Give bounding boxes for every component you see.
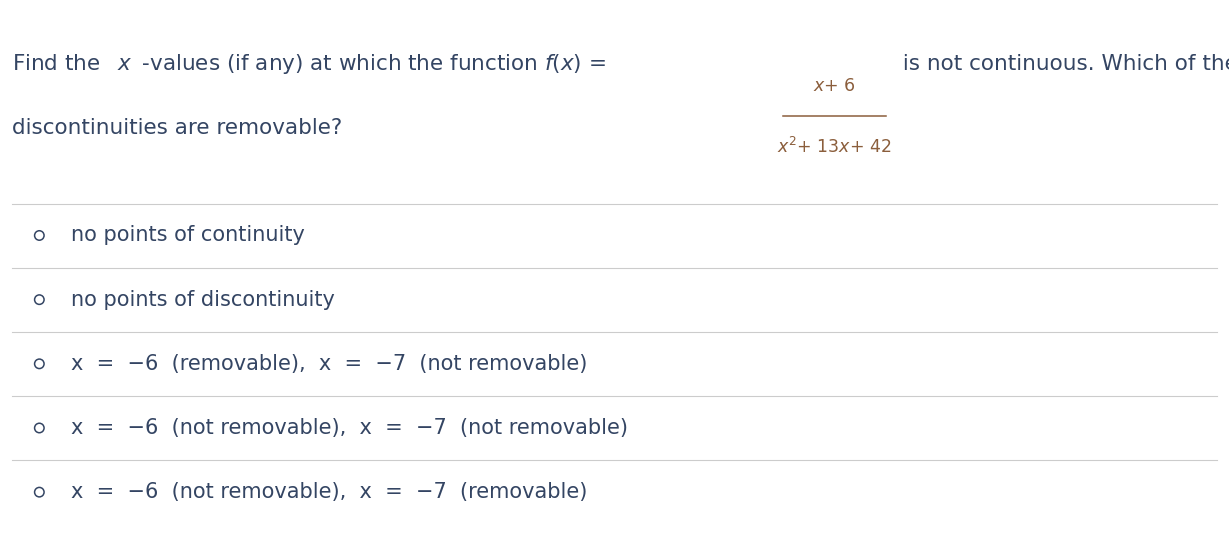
Text: Find the   $x$  -values (if any) at which the function $f(x)$ =: Find the $x$ -values (if any) at which t…	[12, 52, 606, 76]
Text: $x^2$+ 13$x$+ 42: $x^2$+ 13$x$+ 42	[777, 137, 892, 157]
Text: $x$+ 6: $x$+ 6	[814, 76, 855, 95]
Text: x  =  −6  (not removable),  x  =  −7  (removable): x = −6 (not removable), x = −7 (removabl…	[71, 482, 587, 502]
Text: is not continuous. Which of the: is not continuous. Which of the	[896, 54, 1229, 74]
Text: discontinuities are removable?: discontinuities are removable?	[12, 118, 343, 138]
Text: x  =  −6  (not removable),  x  =  −7  (not removable): x = −6 (not removable), x = −7 (not remo…	[71, 418, 628, 438]
Text: no points of discontinuity: no points of discontinuity	[71, 290, 336, 310]
Text: x  =  −6  (removable),  x  =  −7  (not removable): x = −6 (removable), x = −7 (not removabl…	[71, 354, 587, 374]
Text: no points of continuity: no points of continuity	[71, 225, 305, 246]
